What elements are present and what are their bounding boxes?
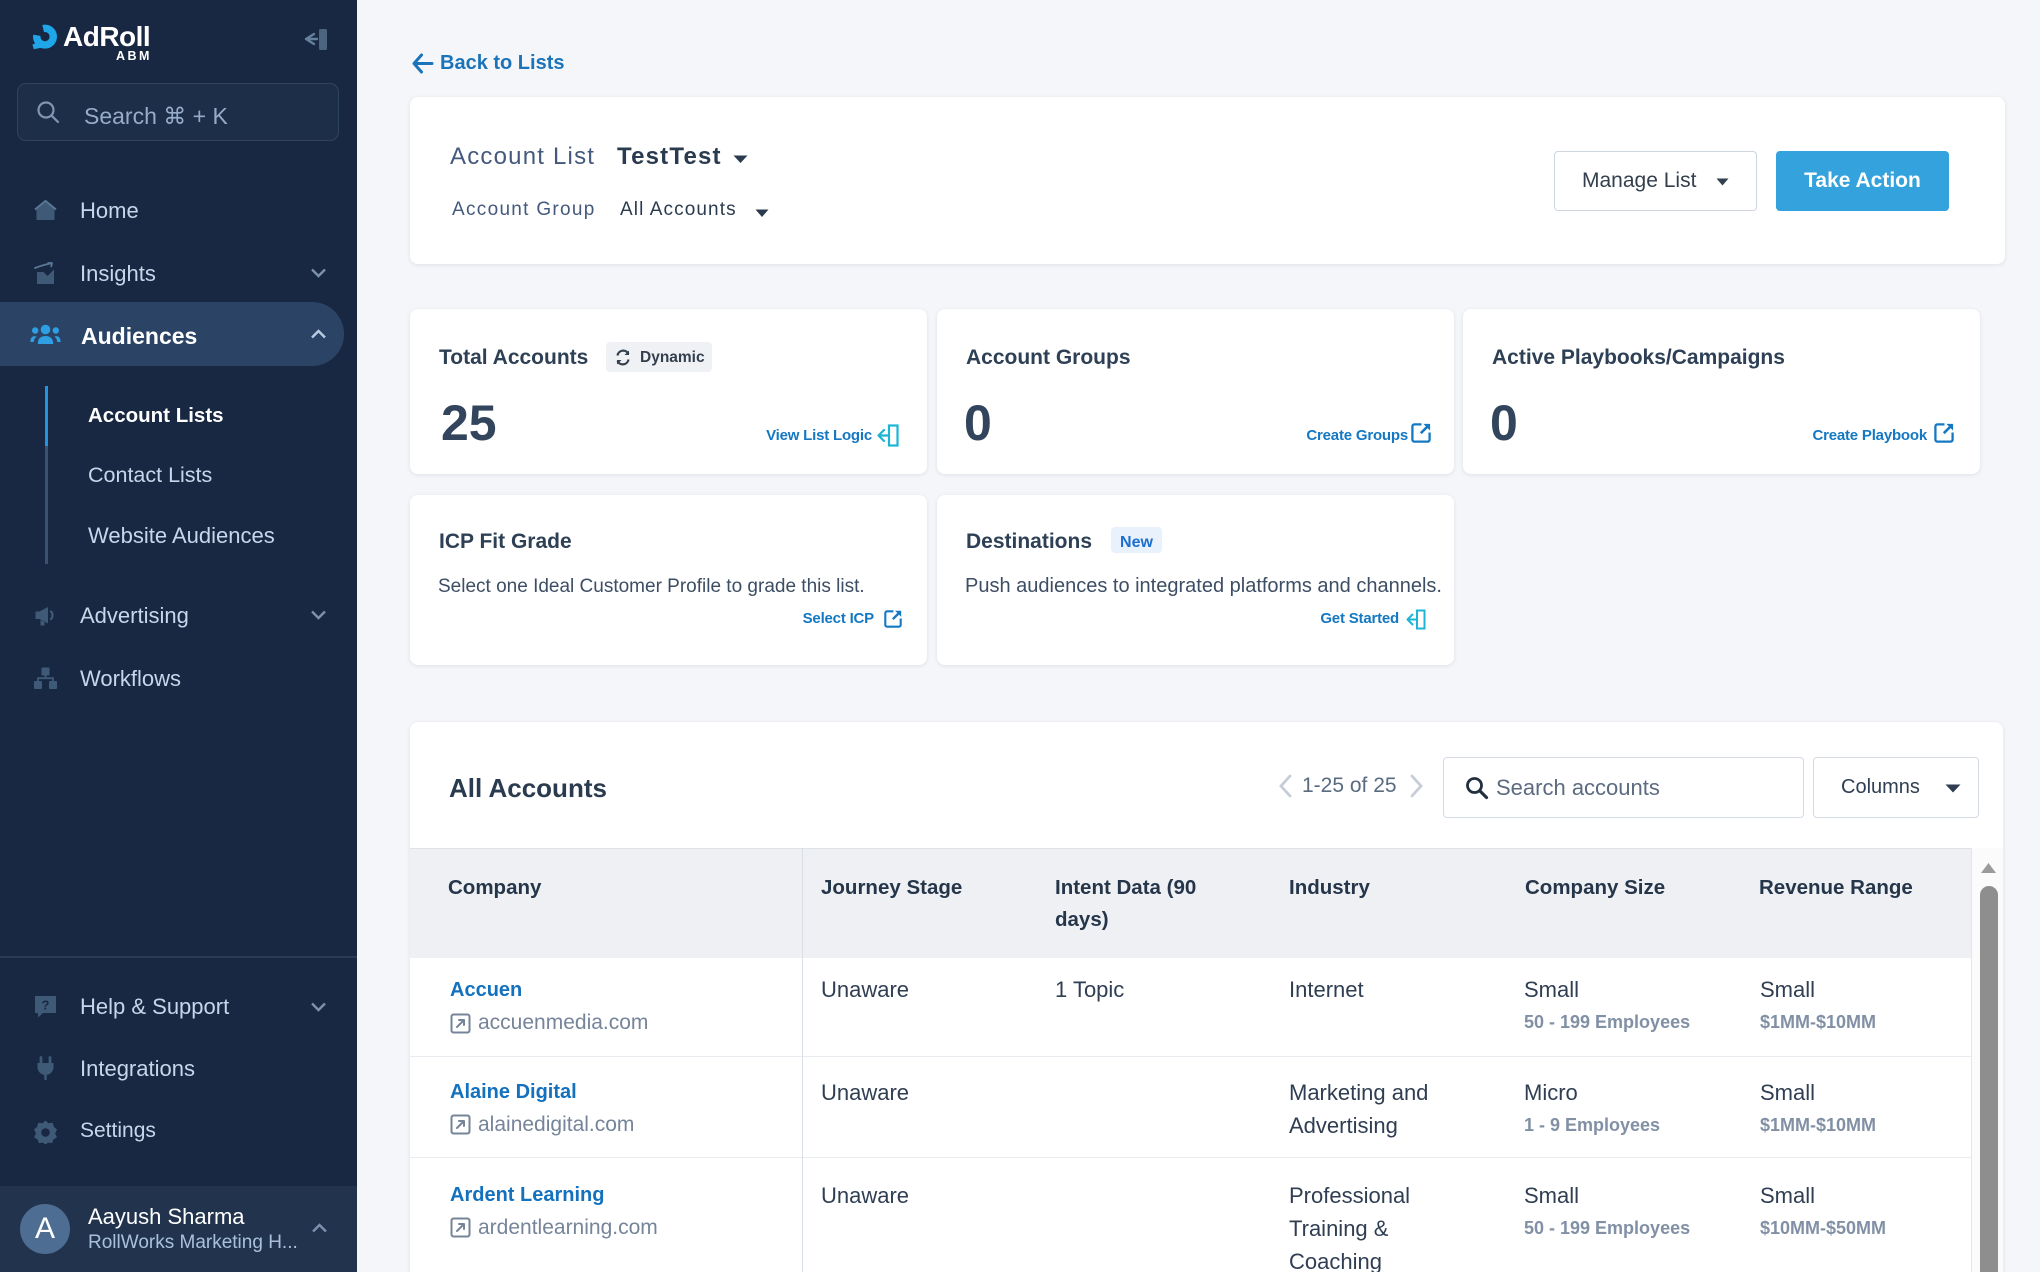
svg-text:?: ? (42, 998, 50, 1013)
